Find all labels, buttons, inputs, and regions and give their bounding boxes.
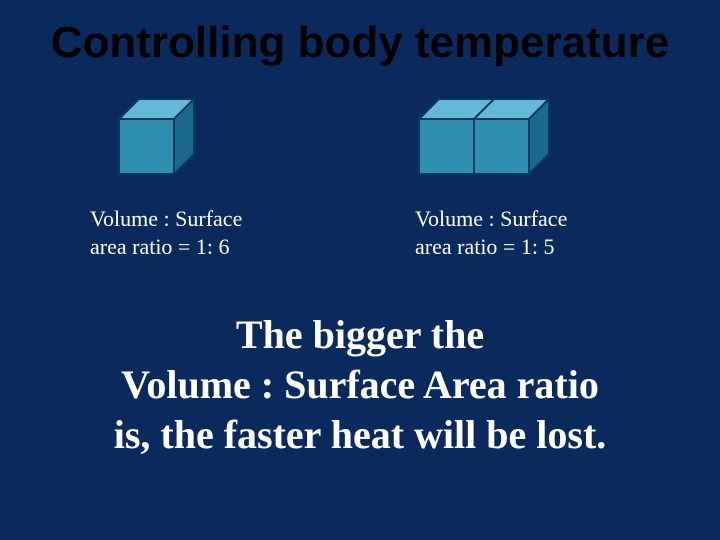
double-cube-label: Volume : Surface area ratio = 1: 5 (415, 205, 567, 260)
label-line: area ratio = 1: 5 (415, 234, 554, 259)
conclusion-line: is, the faster heat will be lost. (114, 412, 607, 457)
conclusion-line: Volume : Surface Area ratio (121, 362, 599, 407)
single-cube-diagram (115, 95, 215, 190)
double-cube-diagram (415, 95, 575, 190)
conclusion-text: The bigger the Volume : Surface Area rat… (0, 310, 720, 460)
slide-title: Controlling body temperature (0, 18, 720, 68)
label-line: area ratio = 1: 6 (90, 234, 229, 259)
label-line: Volume : Surface (415, 206, 567, 231)
label-line: Volume : Surface (90, 206, 242, 231)
single-cube-label: Volume : Surface area ratio = 1: 6 (90, 205, 242, 260)
conclusion-line: The bigger the (236, 312, 484, 357)
